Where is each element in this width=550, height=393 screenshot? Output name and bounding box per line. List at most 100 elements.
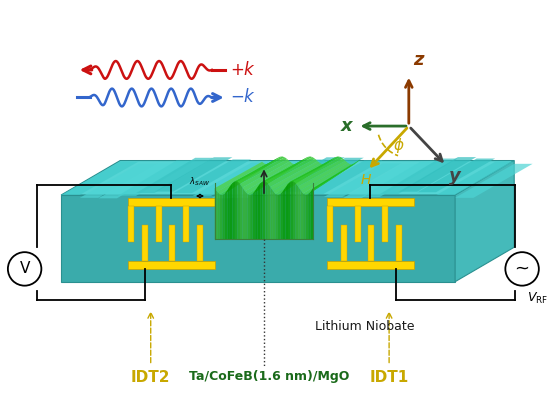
Polygon shape (230, 163, 307, 198)
Polygon shape (227, 186, 230, 239)
Text: V: V (19, 261, 30, 276)
Polygon shape (278, 194, 280, 239)
Polygon shape (80, 164, 157, 198)
Polygon shape (258, 184, 260, 239)
Polygon shape (301, 163, 350, 193)
Polygon shape (61, 161, 514, 195)
Text: y: y (449, 167, 461, 185)
Polygon shape (117, 161, 195, 196)
Polygon shape (455, 164, 532, 198)
Polygon shape (417, 158, 495, 192)
Polygon shape (235, 156, 285, 182)
Polygon shape (268, 159, 317, 187)
Polygon shape (156, 206, 162, 242)
Polygon shape (308, 192, 311, 239)
Polygon shape (286, 158, 364, 192)
Polygon shape (197, 225, 203, 261)
Polygon shape (169, 225, 175, 261)
Polygon shape (327, 198, 414, 206)
Polygon shape (263, 182, 265, 239)
Polygon shape (225, 161, 274, 193)
Polygon shape (298, 161, 348, 190)
Polygon shape (267, 157, 345, 192)
Polygon shape (276, 165, 325, 195)
Polygon shape (270, 161, 320, 191)
Polygon shape (305, 160, 382, 194)
Polygon shape (260, 156, 310, 184)
Polygon shape (220, 164, 270, 195)
Polygon shape (248, 194, 250, 239)
Text: x: x (341, 117, 353, 135)
Polygon shape (382, 206, 388, 242)
Polygon shape (128, 206, 134, 242)
Polygon shape (295, 158, 345, 186)
Polygon shape (293, 157, 343, 183)
Polygon shape (288, 156, 338, 184)
Polygon shape (311, 159, 361, 192)
Polygon shape (327, 261, 414, 269)
Polygon shape (243, 162, 293, 191)
Polygon shape (368, 225, 375, 261)
Polygon shape (61, 162, 139, 195)
Polygon shape (327, 206, 333, 242)
Polygon shape (227, 158, 277, 190)
Polygon shape (258, 157, 307, 187)
Polygon shape (263, 156, 312, 182)
Polygon shape (303, 193, 306, 239)
Text: Ta/CoFeB(1.6 nm)/MgO: Ta/CoFeB(1.6 nm)/MgO (189, 370, 349, 383)
Polygon shape (252, 191, 255, 239)
Polygon shape (217, 164, 267, 195)
Text: IDT2: IDT2 (131, 370, 170, 386)
Text: $+k$: $+k$ (229, 61, 256, 79)
Polygon shape (238, 157, 287, 184)
Polygon shape (290, 156, 340, 182)
Polygon shape (174, 160, 251, 193)
Polygon shape (136, 158, 213, 193)
Text: ~: ~ (515, 260, 530, 278)
Polygon shape (285, 184, 288, 239)
Polygon shape (192, 163, 270, 196)
Polygon shape (278, 163, 328, 195)
Polygon shape (240, 159, 290, 187)
Polygon shape (142, 225, 148, 261)
Polygon shape (306, 195, 308, 239)
Polygon shape (211, 164, 289, 198)
Text: $V_{\rm RF}$: $V_{\rm RF}$ (527, 291, 548, 306)
Text: IDT1: IDT1 (370, 370, 409, 386)
Polygon shape (341, 225, 346, 261)
Polygon shape (280, 191, 283, 239)
Text: z: z (412, 51, 424, 69)
Text: $\phi$: $\phi$ (393, 136, 405, 155)
Polygon shape (214, 162, 265, 192)
Polygon shape (155, 157, 233, 191)
Polygon shape (298, 186, 301, 239)
Polygon shape (233, 156, 282, 183)
Polygon shape (303, 164, 353, 195)
Text: Lithium Niobate: Lithium Niobate (315, 320, 414, 332)
Polygon shape (396, 225, 402, 261)
Polygon shape (343, 164, 420, 198)
Polygon shape (285, 157, 336, 187)
Polygon shape (240, 184, 243, 239)
Text: H: H (360, 173, 371, 187)
Polygon shape (250, 194, 252, 239)
Polygon shape (308, 162, 358, 195)
Polygon shape (301, 190, 303, 239)
Polygon shape (255, 159, 305, 191)
Polygon shape (290, 182, 293, 239)
Polygon shape (220, 195, 222, 239)
Polygon shape (295, 183, 298, 239)
Polygon shape (455, 161, 514, 282)
Polygon shape (233, 182, 235, 239)
Polygon shape (276, 194, 278, 239)
Polygon shape (399, 157, 476, 192)
Polygon shape (283, 159, 333, 191)
Circle shape (8, 252, 41, 286)
Polygon shape (230, 157, 280, 186)
Polygon shape (248, 164, 298, 195)
Polygon shape (245, 191, 248, 239)
Polygon shape (235, 182, 238, 239)
Polygon shape (306, 163, 355, 195)
Polygon shape (311, 188, 313, 239)
Polygon shape (128, 198, 214, 206)
